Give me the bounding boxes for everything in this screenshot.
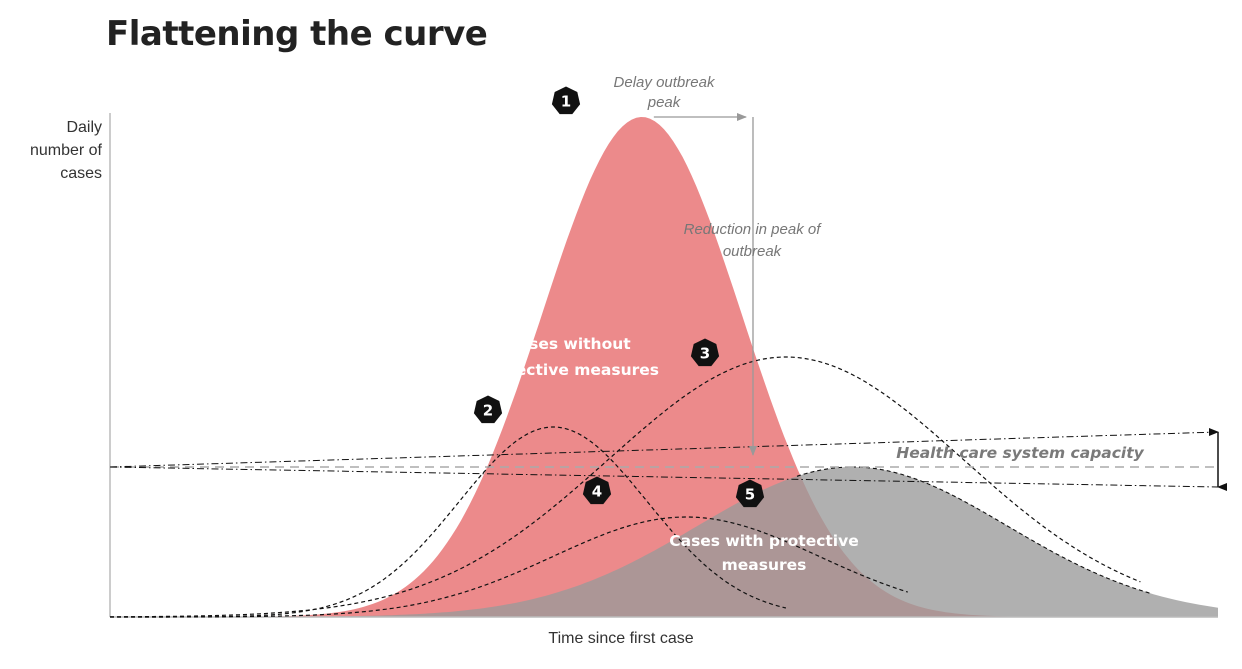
area-with-measures [110,467,1218,617]
y-axis-label: Daily number of cases [29,119,102,182]
series-label-with-measures: Cases with protective measures [669,532,859,574]
marker-1: 1 [551,86,581,115]
area-without-measures [110,117,1218,617]
reduction-annotation: Reduction in peak of outbreak [684,221,823,260]
marker-badge-3 [690,338,720,367]
x-axis-label: Time since first case [548,630,694,647]
marker-label-5: 5 [745,486,755,504]
capacity-lower-bound [109,466,1219,488]
marker-label-4: 4 [592,483,602,501]
marker-badge-2 [473,395,503,424]
delay-annotation: Delay outbreak peak [614,74,716,111]
marker-2: 2 [473,395,503,424]
chart-title: Flattening the curve [106,14,488,54]
marker-label-3: 3 [700,345,710,363]
capacity-label: Health care system capacity [896,444,1144,462]
marker-5: 5 [735,479,765,508]
marker-badge-4 [582,476,612,505]
marker-4: 4 [582,476,612,505]
marker-label-1: 1 [561,93,571,111]
capacity-upper-bound [109,431,1219,468]
scenario-curve-4 [110,516,908,618]
scenario-curve-3 [110,356,1141,618]
series-label-without-measures: Cases without protective measures [479,335,659,379]
marker-badge-1 [551,86,581,115]
marker-badge-5 [735,479,765,508]
marker-label-2: 2 [483,402,493,420]
marker-3: 3 [690,338,720,367]
